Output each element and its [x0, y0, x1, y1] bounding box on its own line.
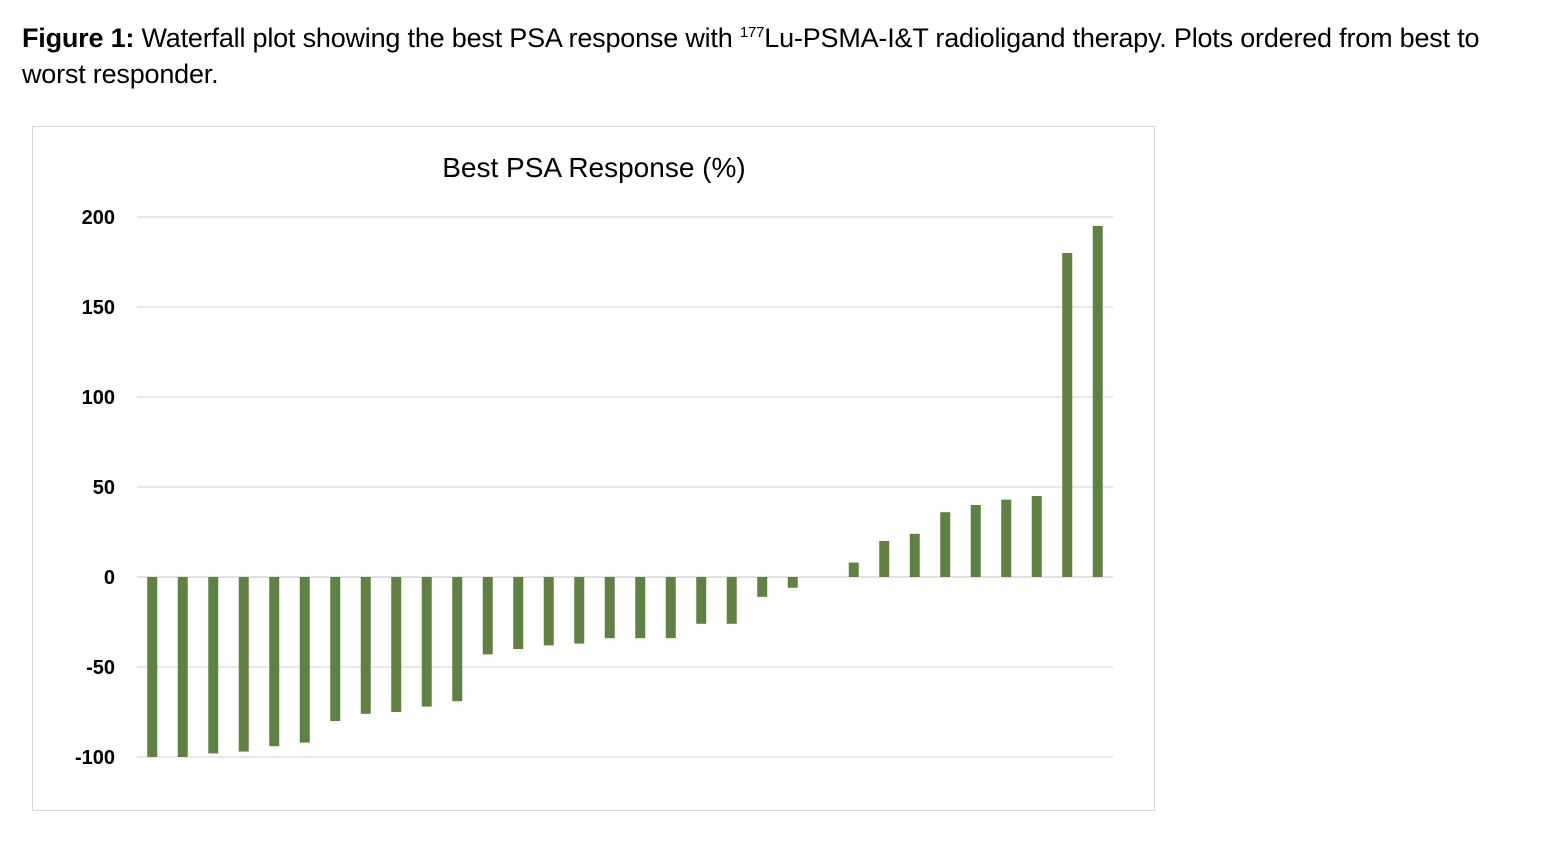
caption-text-start: Waterfall plot showing the best PSA resp…: [134, 23, 740, 53]
bar-32: [1092, 226, 1103, 577]
bar-31: [1062, 253, 1073, 577]
bar-5: [269, 577, 280, 747]
waterfall-chart: Best PSA Response (%) 200 150 100 50 0 -50 -10…: [75, 152, 1113, 769]
bar-7: [330, 577, 341, 721]
chart-area: Best PSA Response (%) 200 150 100 50 0 -50 -10…: [32, 126, 1155, 811]
y-tick-label: -50: [86, 657, 115, 679]
bar-27: [940, 512, 951, 577]
y-tick-label: 0: [104, 567, 115, 589]
bar-26: [909, 533, 920, 577]
bar-2: [177, 577, 188, 757]
bar-6: [299, 577, 310, 743]
bars: [147, 226, 1103, 757]
caption-superscript: 177: [739, 24, 765, 41]
bar-17: [635, 577, 646, 639]
bar-11: [452, 577, 463, 702]
gridlines: [137, 216, 1113, 758]
bar-3: [208, 577, 219, 754]
bar-25: [879, 541, 890, 577]
figure-label: Figure 1:: [22, 23, 135, 53]
bar-8: [360, 577, 371, 714]
bar-9: [391, 577, 402, 712]
bar-19: [696, 577, 707, 624]
chart-title: Best PSA Response (%): [442, 152, 745, 183]
bar-22: [787, 577, 798, 588]
bar-28: [970, 505, 981, 577]
y-tick-label: 100: [82, 387, 115, 409]
figure-caption: Figure 1: Waterfall plot showing the bes…: [22, 20, 1522, 92]
bar-1: [147, 577, 158, 757]
bar-21: [757, 577, 768, 597]
bar-14: [543, 577, 554, 646]
y-axis-ticks: 200 150 100 50 0 -50 -100: [75, 207, 115, 769]
bar-13: [513, 577, 524, 649]
bar-15: [574, 577, 585, 644]
bar-4: [238, 577, 249, 752]
bar-12: [482, 577, 493, 655]
y-tick-label: 200: [82, 207, 115, 229]
bar-30: [1031, 496, 1042, 577]
y-tick-label: 50: [93, 477, 115, 499]
bar-16: [604, 577, 615, 639]
caption-text-end: Lu-PSMA-I&T radioligand therapy. Plots o…: [22, 23, 1480, 89]
bar-20: [726, 577, 737, 624]
bar-10: [421, 577, 432, 707]
bar-29: [1001, 499, 1012, 577]
bar-24: [848, 562, 859, 577]
y-tick-label: 150: [82, 297, 115, 319]
y-tick-label: -100: [75, 747, 115, 769]
bar-18: [665, 577, 676, 639]
